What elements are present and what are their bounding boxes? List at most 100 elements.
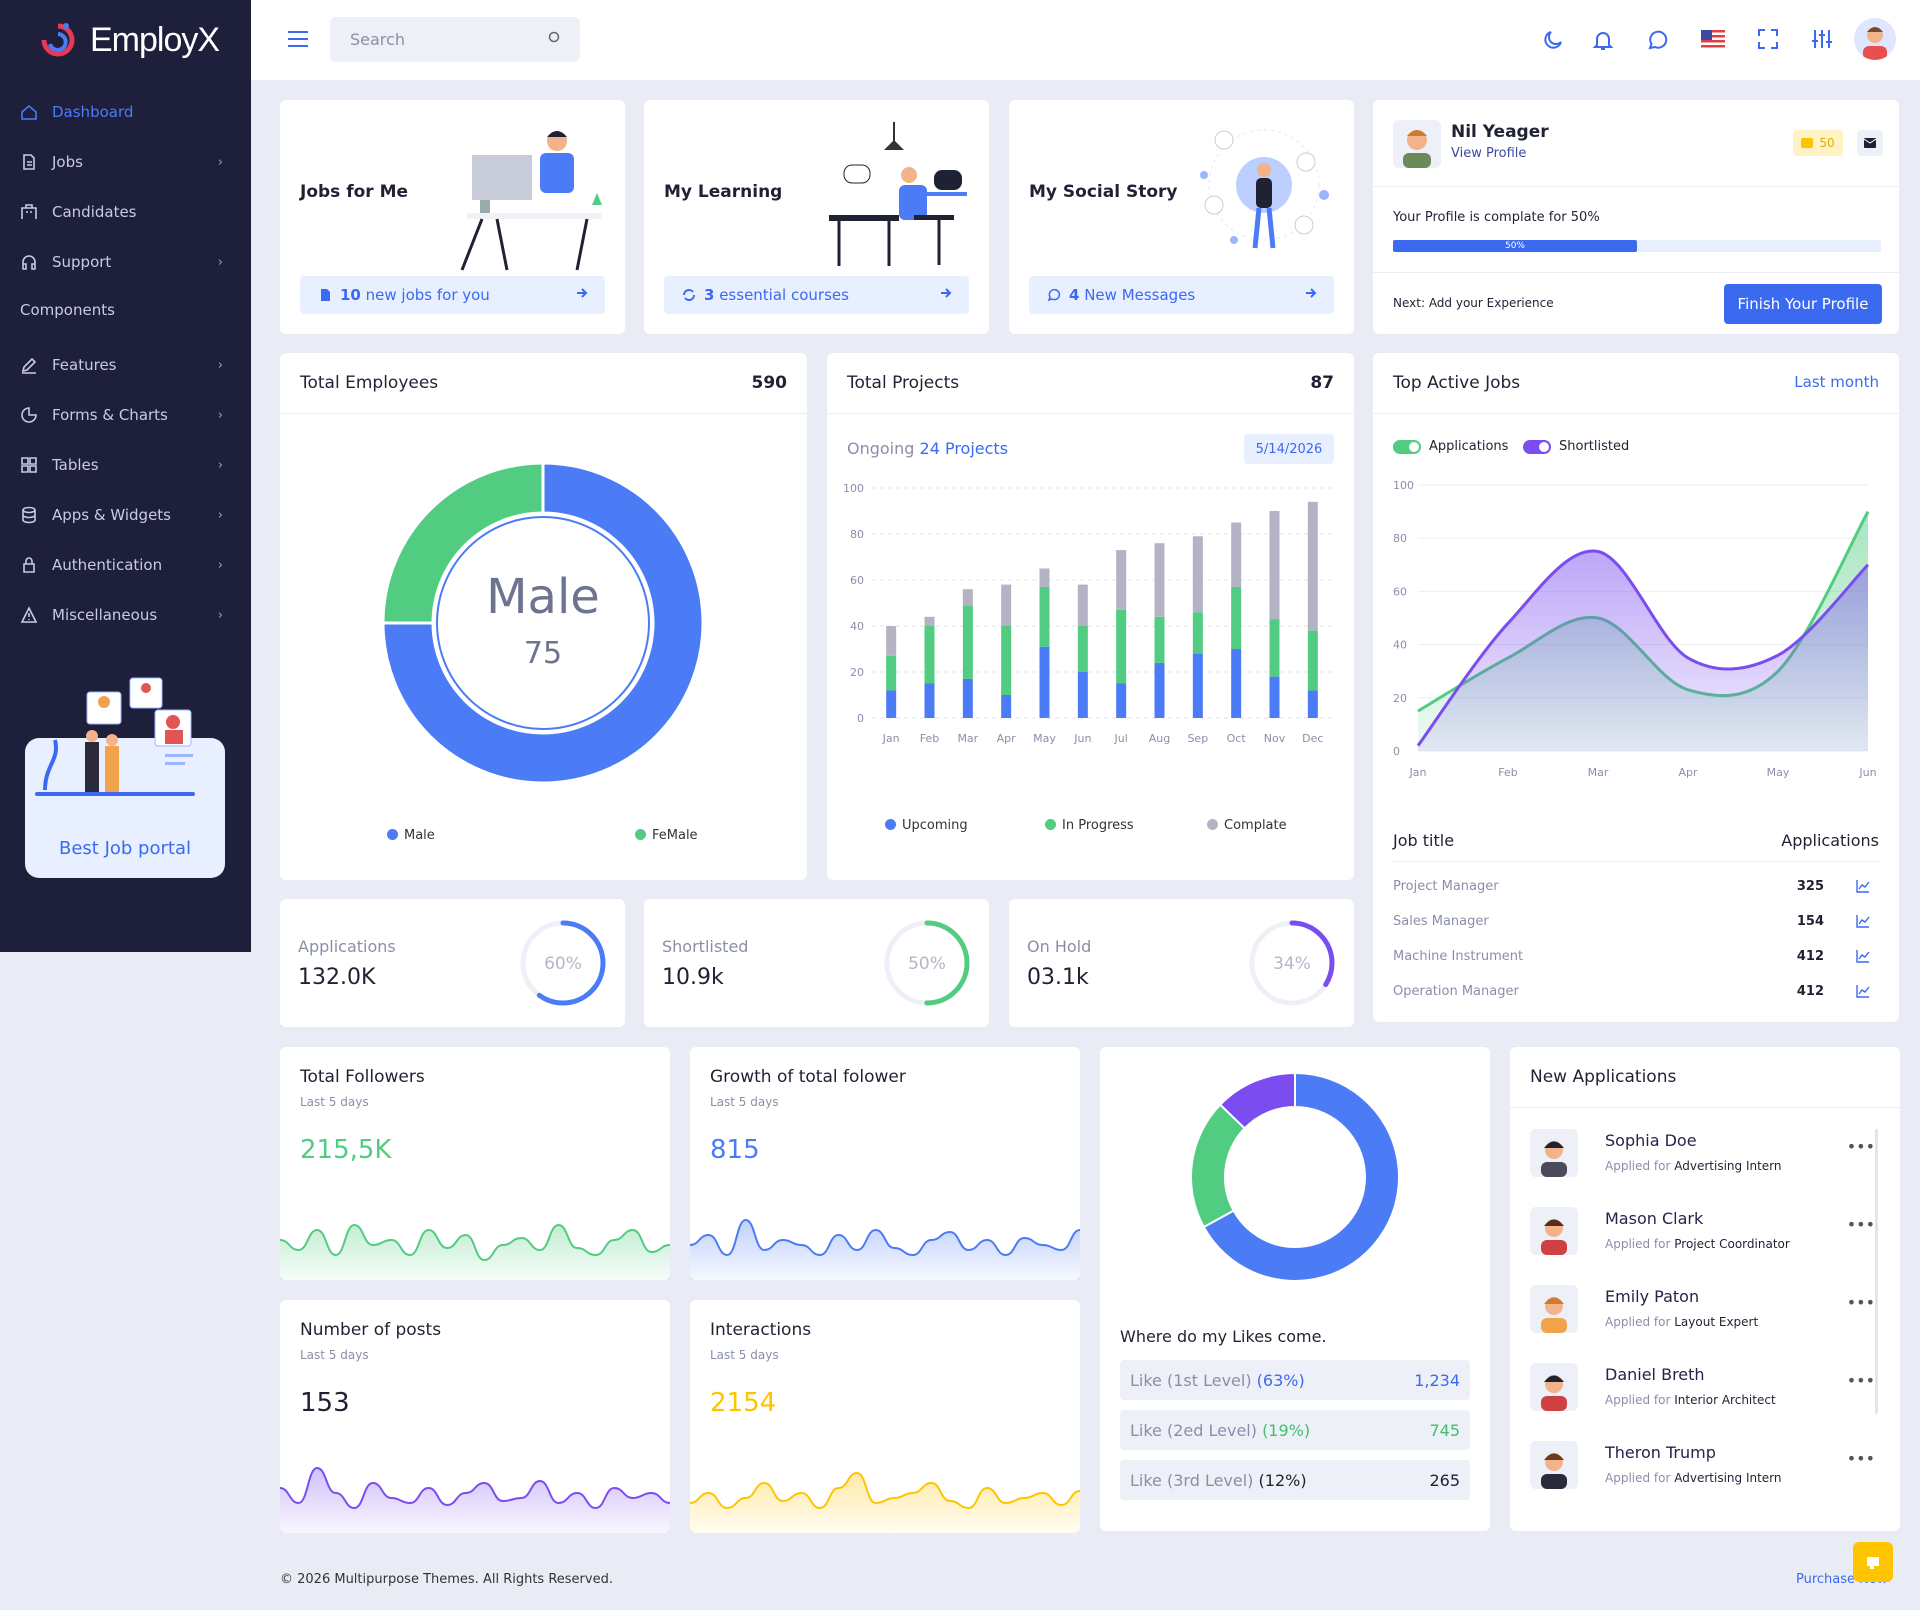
x-tick-label: Aug xyxy=(1149,732,1170,745)
menu-icon[interactable] xyxy=(287,30,309,48)
sidebar-item-miscellaneous[interactable]: Miscellaneous › xyxy=(0,600,251,630)
list-item[interactable]: Emily Paton Applied for Layout Expert ••… xyxy=(1530,1285,1880,1345)
bell-icon[interactable] xyxy=(1591,28,1615,52)
toggle-shortlisted[interactable]: Shortlisted xyxy=(1523,439,1629,454)
jobs-card[interactable]: Jobs for Me 10 new jobs for you xyxy=(280,100,625,334)
legend-dot xyxy=(1207,819,1218,830)
y-tick-label: 0 xyxy=(857,712,864,725)
toggle-switch-icon[interactable] xyxy=(1393,439,1421,454)
likes-row[interactable]: Like (3rd Level) (12%) 265 xyxy=(1120,1460,1470,1500)
trend-chart-icon[interactable] xyxy=(1855,913,1871,933)
sidebar-item-tables[interactable]: Tables › xyxy=(0,450,251,480)
social-card[interactable]: My Social Story 4 New Messages xyxy=(1009,100,1354,334)
profile-avatar[interactable] xyxy=(1393,120,1441,168)
date-badge[interactable]: 5/14/2026 xyxy=(1244,434,1334,464)
search-icon[interactable] xyxy=(546,29,562,45)
trend-chart-icon[interactable] xyxy=(1855,878,1871,898)
applicant-name[interactable]: Sophia Doe xyxy=(1605,1131,1697,1150)
list-item[interactable]: Mason Clark Applied for Project Coordina… xyxy=(1530,1207,1880,1267)
table-row[interactable]: Operation Manager 412 xyxy=(1393,984,1879,999)
learning-card-pill[interactable]: 3 essential courses xyxy=(664,276,969,314)
applicant-avatar[interactable] xyxy=(1530,1285,1578,1333)
applicant-name[interactable]: Mason Clark xyxy=(1605,1209,1704,1228)
floating-action-button[interactable] xyxy=(1853,1542,1893,1582)
x-tick-label: Feb xyxy=(1498,766,1517,779)
finish-profile-button[interactable]: Finish Your Profile xyxy=(1724,284,1882,324)
divider xyxy=(1373,272,1899,273)
search-input[interactable]: Search xyxy=(350,30,405,49)
mail-button[interactable] xyxy=(1857,130,1883,156)
learning-card[interactable]: My Learning 3 essential courses xyxy=(644,100,989,334)
applicant-name[interactable]: Daniel Breth xyxy=(1605,1365,1705,1384)
x-tick-label: Apr xyxy=(1678,766,1698,779)
list-item[interactable]: Daniel Breth Applied for Interior Archit… xyxy=(1530,1363,1880,1423)
jobs-card-pill[interactable]: 10 new jobs for you xyxy=(300,276,605,314)
more-options-icon[interactable]: ••• xyxy=(1846,1371,1875,1390)
sidebar-item-jobs[interactable]: Jobs › xyxy=(0,147,251,177)
sidebar-item-dashboard[interactable]: Dashboard xyxy=(0,97,251,127)
promo-card[interactable]: Best Job portal xyxy=(25,677,225,878)
bar-in-progress xyxy=(1001,626,1012,695)
sidebar-item-features[interactable]: Features › xyxy=(0,350,251,380)
job-applications-cell: 325 xyxy=(1796,879,1824,894)
legend-item[interactable]: Complate xyxy=(1207,818,1287,833)
social-card-pill[interactable]: 4 New Messages xyxy=(1029,276,1334,314)
promo-label: Best Job portal xyxy=(59,838,191,859)
mini-card-title: Number of posts xyxy=(300,1320,442,1340)
table-row[interactable]: Project Manager 325 xyxy=(1393,879,1879,894)
x-tick-label: May xyxy=(1767,766,1790,779)
applicant-avatar[interactable] xyxy=(1530,1363,1578,1411)
more-options-icon[interactable]: ••• xyxy=(1846,1449,1875,1468)
more-options-icon[interactable]: ••• xyxy=(1846,1293,1875,1312)
applicant-avatar[interactable] xyxy=(1530,1441,1578,1489)
applicant-avatar[interactable] xyxy=(1530,1207,1578,1255)
points-badge[interactable]: 50 xyxy=(1793,130,1843,156)
bar-complate xyxy=(1192,536,1203,613)
period-link[interactable]: Last month xyxy=(1794,373,1879,391)
sidebar-item-candidates[interactable]: Candidates xyxy=(0,197,251,227)
toggle-switch-icon[interactable] xyxy=(1523,439,1551,454)
progress-arc xyxy=(520,920,606,1006)
applicant-name[interactable]: Emily Paton xyxy=(1605,1287,1700,1306)
sidebar-item-forms-charts[interactable]: Forms & Charts › xyxy=(0,400,251,430)
legend-item[interactable]: Upcoming xyxy=(885,818,968,833)
likes-row-percent: (63%) xyxy=(1256,1370,1305,1390)
logo[interactable]: EmployX xyxy=(0,0,251,80)
user-avatar[interactable] xyxy=(1854,18,1896,60)
mini-card-subtitle: Last 5 days xyxy=(300,1348,369,1362)
moon-icon[interactable] xyxy=(1541,28,1565,52)
toggle-applications[interactable]: Applications xyxy=(1393,439,1508,454)
scrollbar[interactable] xyxy=(1875,1129,1878,1414)
legend-dot xyxy=(1045,819,1056,830)
more-options-icon[interactable]: ••• xyxy=(1846,1215,1875,1234)
legend-male: Male xyxy=(387,828,435,843)
x-tick-label: Mar xyxy=(1588,766,1609,779)
sidebar-item-authentication[interactable]: Authentication › xyxy=(0,550,251,580)
settings-sliders-icon[interactable] xyxy=(1811,28,1833,50)
likes-row[interactable]: Like (2ed Level) (19%) 745 xyxy=(1120,1410,1470,1450)
likes-row[interactable]: Like (1st Level) (63%) 1,234 xyxy=(1120,1360,1470,1400)
view-profile-link[interactable]: View Profile xyxy=(1451,146,1527,161)
flag-us-icon[interactable] xyxy=(1701,30,1725,50)
sidebar-item-label: Features xyxy=(52,356,117,374)
more-options-icon[interactable]: ••• xyxy=(1846,1137,1875,1156)
table-row[interactable]: Machine Instrument 412 xyxy=(1393,949,1879,964)
sidebar-item-apps-widgets[interactable]: Apps & Widgets › xyxy=(0,500,251,530)
document-icon xyxy=(321,289,330,301)
table-row[interactable]: Sales Manager 154 xyxy=(1393,914,1879,929)
trend-chart-icon[interactable] xyxy=(1855,983,1871,1003)
coin-icon xyxy=(1801,138,1814,148)
list-item[interactable]: Theron Trump Applied for Advertising Int… xyxy=(1530,1441,1880,1501)
trend-chart-icon[interactable] xyxy=(1855,948,1871,968)
legend-item[interactable]: In Progress xyxy=(1045,818,1134,833)
job-title-header: Job title xyxy=(1393,831,1455,850)
list-item[interactable]: Sophia Doe Applied for Advertising Inter… xyxy=(1530,1129,1880,1189)
applicant-avatar[interactable] xyxy=(1530,1129,1578,1177)
search-box[interactable]: Search xyxy=(330,17,580,62)
chevron-right-icon: › xyxy=(217,154,223,170)
chat-icon[interactable] xyxy=(1646,28,1670,52)
fullscreen-icon[interactable] xyxy=(1757,28,1779,50)
sidebar-item-support[interactable]: Support › xyxy=(0,247,251,277)
applicant-name[interactable]: Theron Trump xyxy=(1605,1443,1716,1462)
applicant-role-value: Advertising Intern xyxy=(1674,1159,1782,1173)
